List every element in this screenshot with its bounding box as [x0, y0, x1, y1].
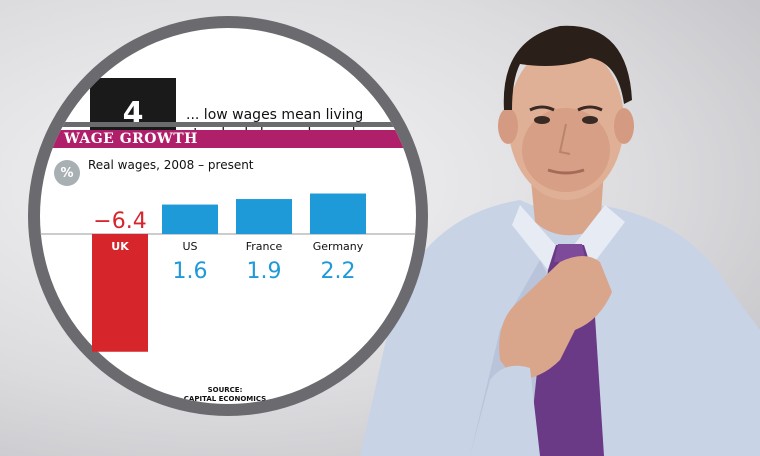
- bar-uk: [92, 234, 148, 352]
- bar-france: [236, 199, 292, 234]
- value-label-us: 1.6: [173, 259, 208, 284]
- chart-subtitle: Real wages, 2008 – present: [88, 158, 254, 172]
- category-label-uk: UK: [111, 240, 129, 253]
- value-label-germany: 2.2: [321, 259, 356, 284]
- source-note: SOURCE: CAPITAL ECONOMICS: [170, 386, 280, 404]
- hand: [499, 256, 612, 380]
- category-label-us: US: [182, 240, 197, 253]
- bar-us: [162, 204, 218, 234]
- percent-badge-icon: %: [54, 160, 80, 186]
- category-label-germany: Germany: [313, 240, 364, 253]
- bar-chart: UK −6.4 US 1.6 France 1.9 Germany 2.2: [40, 193, 416, 352]
- category-label-france: France: [246, 240, 283, 253]
- source-name: CAPITAL ECONOMICS: [183, 395, 267, 403]
- value-label-uk: −6.4: [93, 209, 146, 234]
- bar-germany: [310, 193, 366, 234]
- section-band: WAGE GROWTH: [40, 130, 416, 148]
- source-label: SOURCE:: [207, 386, 243, 394]
- headline-line-1: ... low wages mean living: [186, 107, 364, 123]
- hair: [503, 25, 632, 110]
- value-label-france: 1.9: [247, 259, 282, 284]
- divider: [40, 122, 416, 127]
